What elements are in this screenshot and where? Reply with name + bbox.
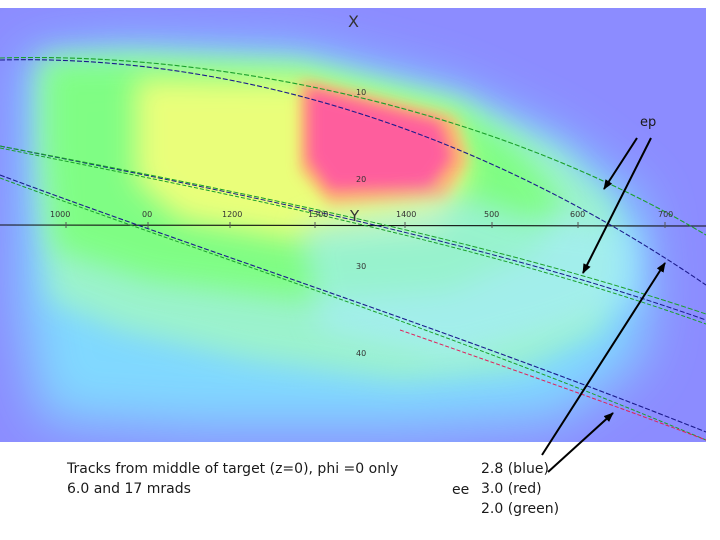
horizontal-axis	[0, 224, 706, 227]
ep-arrow-1	[603, 137, 638, 190]
caption: Tracks from middle of target (z=0), phi …	[67, 459, 398, 499]
track-green-2	[0, 145, 706, 315]
ep-label: ep	[640, 115, 656, 130]
horizontal-tick-label: 500	[484, 210, 499, 219]
track-blue-3	[0, 174, 706, 433]
caption-line-1: Tracks from middle of target (z=0), phi …	[67, 461, 399, 477]
heatmap-core	[308, 88, 452, 190]
horizontal-tick-label: 00	[142, 210, 152, 219]
track-red-1	[399, 329, 706, 441]
heatmap	[0, 45, 706, 441]
vertical-tick-label: 30	[356, 262, 366, 271]
heatmap-lower-band	[300, 195, 640, 360]
annotation-arrows	[541, 137, 666, 473]
horizontal-tick-label: 1400	[396, 210, 416, 219]
vertical-tick-label: 10	[356, 88, 366, 97]
track-blue-2	[0, 145, 706, 321]
vertical-tick-label: 20	[356, 175, 366, 184]
tick-marks	[65, 222, 666, 228]
vertical-tick-label: 40	[356, 349, 366, 358]
ee-arrow-blue	[541, 262, 666, 456]
legend: 2.8 (blue) 3.0 (red) 2.0 (green)	[481, 459, 559, 519]
horizontal-tick-label: 1200	[222, 210, 242, 219]
horizontal-tick-label: 1300	[308, 210, 328, 219]
ee-arrow-red	[547, 412, 614, 473]
axis-y-name: Y	[349, 207, 360, 225]
legend-blue: 2.8 (blue)	[481, 461, 549, 477]
track-blue-1	[0, 59, 706, 286]
legend-prefix: ee	[452, 482, 470, 498]
legend-green: 2.0 (green)	[481, 501, 560, 517]
ep-arrow-2	[582, 137, 652, 274]
legend-red: 3.0 (red)	[481, 481, 542, 497]
caption-line-2: 6.0 and 17 mrads	[67, 481, 191, 497]
horizontal-tick-label: 600	[570, 210, 585, 219]
horizontal-tick-label: 1000	[50, 210, 70, 219]
horizontal-tick-label: 700	[658, 210, 673, 219]
axis-x-name: X	[348, 12, 359, 31]
track-green-3	[0, 147, 706, 325]
